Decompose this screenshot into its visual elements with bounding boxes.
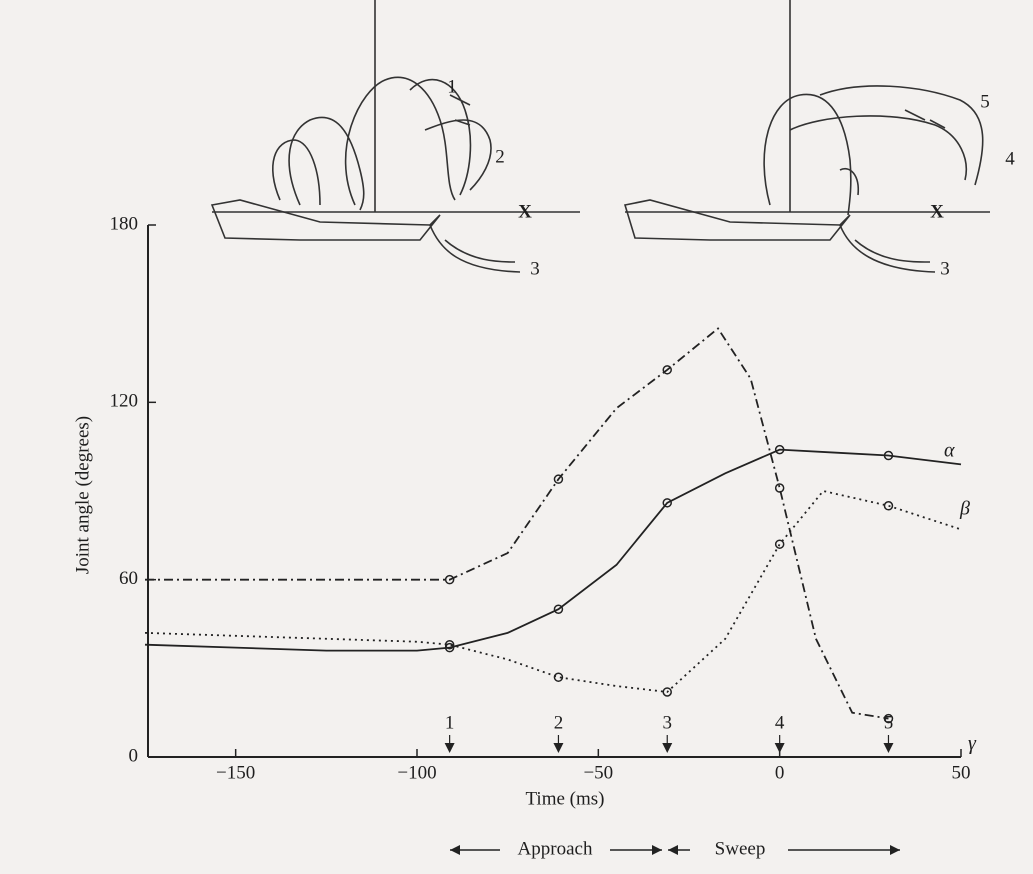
series bbox=[145, 327, 894, 724]
arrow-head bbox=[652, 845, 662, 855]
data-point bbox=[662, 687, 672, 697]
phase-label: Sweep bbox=[715, 838, 766, 859]
x-tick-label: −50 bbox=[583, 762, 613, 783]
inset-target: X bbox=[930, 201, 944, 222]
event-marker bbox=[662, 743, 673, 753]
event-label: 2 bbox=[554, 712, 564, 733]
data-point bbox=[774, 539, 785, 549]
x-tick-label: 0 bbox=[775, 762, 785, 783]
data-point bbox=[662, 365, 672, 375]
event-marker bbox=[883, 743, 894, 753]
y-tick-label: 180 bbox=[110, 213, 139, 234]
data-point bbox=[444, 642, 455, 653]
inset-label: 3 bbox=[530, 258, 540, 279]
inset-sketch-left bbox=[210, 0, 580, 273]
arrow-head bbox=[668, 845, 678, 855]
series-line bbox=[145, 327, 889, 720]
inset-label: 2 bbox=[495, 146, 505, 167]
y-axis-label: Joint angle (degrees) bbox=[72, 416, 93, 574]
data-point bbox=[774, 483, 785, 493]
x-tick-label: −100 bbox=[397, 762, 436, 783]
series-line bbox=[144, 489, 962, 693]
event-marker bbox=[444, 743, 455, 753]
x-tick-label: 50 bbox=[952, 762, 971, 783]
series-label: γ bbox=[968, 733, 977, 755]
phase-label: Approach bbox=[518, 838, 593, 859]
data-point bbox=[883, 713, 894, 724]
arrow-head bbox=[450, 845, 460, 855]
data-point bbox=[553, 474, 564, 484]
x-axis-label: Time (ms) bbox=[525, 788, 604, 809]
y-tick-label: 0 bbox=[129, 745, 139, 766]
series bbox=[144, 444, 962, 653]
arrow-head bbox=[890, 845, 900, 855]
event-label: 1 bbox=[445, 712, 455, 733]
y-tick-label: 120 bbox=[110, 391, 139, 412]
x-tick-label: −150 bbox=[216, 762, 255, 783]
series-line bbox=[144, 448, 962, 652]
data-point bbox=[553, 672, 564, 682]
inset-label: 1 bbox=[447, 76, 457, 97]
series bbox=[144, 489, 962, 697]
event-marker bbox=[553, 743, 564, 753]
data-point bbox=[883, 450, 894, 461]
data-point bbox=[444, 639, 455, 650]
inset-target: X bbox=[518, 201, 532, 222]
event-label: 3 bbox=[662, 712, 672, 733]
inset-label: 5 bbox=[980, 91, 990, 112]
data-point bbox=[553, 604, 564, 614]
event-label: 4 bbox=[775, 712, 785, 733]
series-label: α bbox=[944, 440, 955, 462]
inset-sketch-right bbox=[623, 0, 990, 273]
event-marker bbox=[774, 743, 785, 753]
series-label: β bbox=[959, 498, 970, 520]
data-point bbox=[662, 498, 672, 508]
data-point bbox=[444, 574, 455, 585]
inset-label: 3 bbox=[940, 258, 950, 279]
y-tick-label: 60 bbox=[119, 568, 138, 589]
data-point bbox=[883, 501, 894, 511]
data-point bbox=[774, 444, 785, 455]
inset-label: 4 bbox=[1005, 148, 1015, 169]
